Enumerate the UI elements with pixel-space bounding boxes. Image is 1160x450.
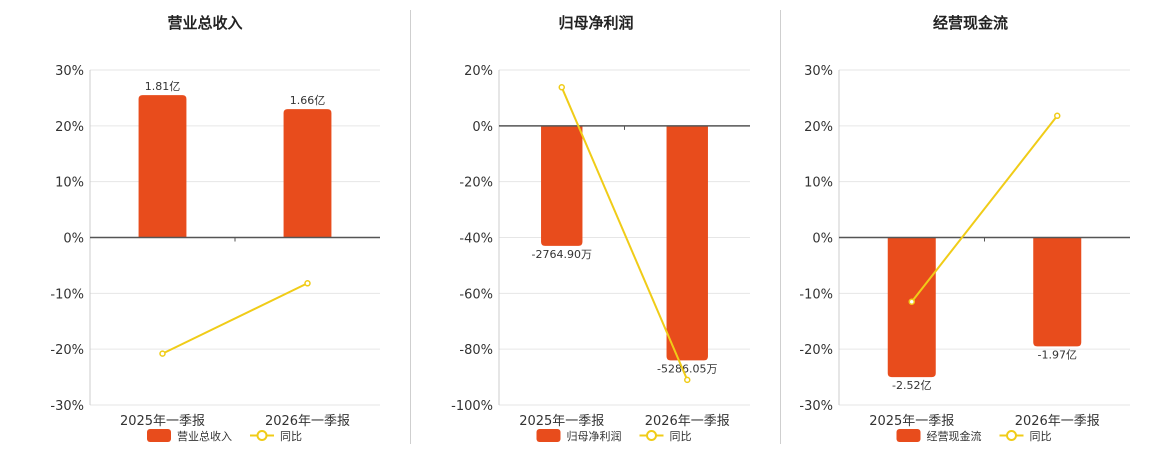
bar-data-label: 1.81亿 [145, 80, 181, 93]
y-tick-label: 30% [55, 64, 84, 79]
operating-cashflow-chart-panel: 经营现金流 30% 20% 10% 0% -10% -20% -30% -2.52亿 -1.97… [781, 0, 1160, 450]
operating-cashflow-chart: 30% 20% 10% 0% -10% -20% -30% -2.52亿 -1.97亿 2025年… [799, 64, 1130, 443]
y-tick-label: 10% [804, 176, 833, 191]
y-tick-label: -30% [50, 399, 84, 414]
y-tick-label: 0% [472, 120, 493, 135]
y-tick-label: 10% [55, 176, 84, 191]
y-tick-label: 20% [804, 120, 833, 135]
bar [138, 95, 187, 238]
legend-bar-swatch [147, 429, 171, 442]
y-tick-label: 20% [464, 64, 493, 79]
yoy-point [558, 84, 565, 91]
y-tick-label: -10% [799, 287, 833, 302]
legend-line-marker [1006, 430, 1017, 441]
chart-title: 经营现金流 [932, 14, 1008, 32]
y-tick-label: -40% [459, 232, 493, 247]
y-tick-label: -20% [50, 343, 84, 358]
bar [887, 237, 936, 378]
legend-bar-swatch [536, 429, 561, 442]
x-category-label: 2026年一季报 [265, 414, 350, 429]
y-tick-label: 20% [55, 120, 84, 135]
y-tick-label: 0% [812, 232, 833, 247]
legend-bar-label: 营业总收入 [177, 429, 232, 443]
legend-line-label: 同比 [670, 430, 692, 443]
revenue-chart-panel: 营业总收入 30% 20% 10% 0% -10% -20% -30% 1.81亿 1.66亿 2… [0, 0, 410, 450]
net-profit-chart: 20% 0% -20% -40% -60% -80% -100% -2764.90万 -5286… [451, 64, 750, 443]
legend-line-label: 同比 [280, 430, 302, 443]
x-category-label: 2026年一季报 [1015, 414, 1100, 429]
legend-bar-label: 归母净利润 [567, 429, 622, 443]
bar [283, 109, 332, 238]
y-tick-label: -30% [799, 399, 833, 414]
yoy-point [304, 280, 311, 287]
chart-title: 营业总收入 [167, 14, 243, 32]
y-tick-label: -20% [799, 343, 833, 358]
panel-divider [780, 10, 781, 444]
bar-data-label: -1.97亿 [1038, 348, 1077, 361]
legend-line-marker [646, 430, 657, 441]
bar-data-label: -2.52亿 [892, 379, 931, 392]
bar-data-label: -5286.05万 [657, 362, 717, 375]
y-tick-label: -60% [459, 287, 493, 302]
y-tick-label: -10% [50, 287, 84, 302]
x-category-label: 2025年一季报 [869, 414, 954, 429]
x-category-label: 2025年一季报 [120, 414, 205, 429]
legend-bar-label: 经营现金流 [927, 429, 982, 443]
y-tick-label: 0% [63, 232, 84, 247]
bar-data-label: 1.66亿 [290, 94, 326, 107]
yoy-point [1054, 112, 1061, 120]
bar [666, 125, 708, 361]
x-category-label: 2025年一季报 [519, 414, 604, 429]
chart-title: 归母净利润 [558, 14, 634, 32]
x-category-label: 2026年一季报 [645, 414, 730, 429]
legend-bar-swatch [896, 429, 921, 442]
yoy-point [684, 376, 691, 384]
bar [1033, 237, 1082, 347]
bar [541, 125, 583, 246]
yoy-line [910, 115, 1059, 303]
panel-divider [410, 10, 411, 444]
yoy-point [159, 350, 166, 357]
yoy-line [560, 86, 689, 381]
net-profit-chart-panel: 归母净利润 20% 0% -20% -40% -60% -80% -100% -2764.90… [411, 0, 781, 450]
y-tick-label: -20% [459, 176, 493, 191]
yoy-line [162, 282, 308, 355]
revenue-chart: 30% 20% 10% 0% -10% -20% -30% 1.81亿 1.66亿 2025年一季… [50, 64, 380, 443]
y-tick-label: -100% [451, 399, 493, 414]
legend-line-marker [256, 430, 268, 441]
bar-data-label: -2764.90万 [532, 248, 592, 261]
y-tick-label: 30% [804, 64, 833, 79]
y-tick-label: -80% [459, 343, 493, 358]
legend-line-label: 同比 [1030, 430, 1052, 443]
yoy-point [908, 298, 915, 305]
